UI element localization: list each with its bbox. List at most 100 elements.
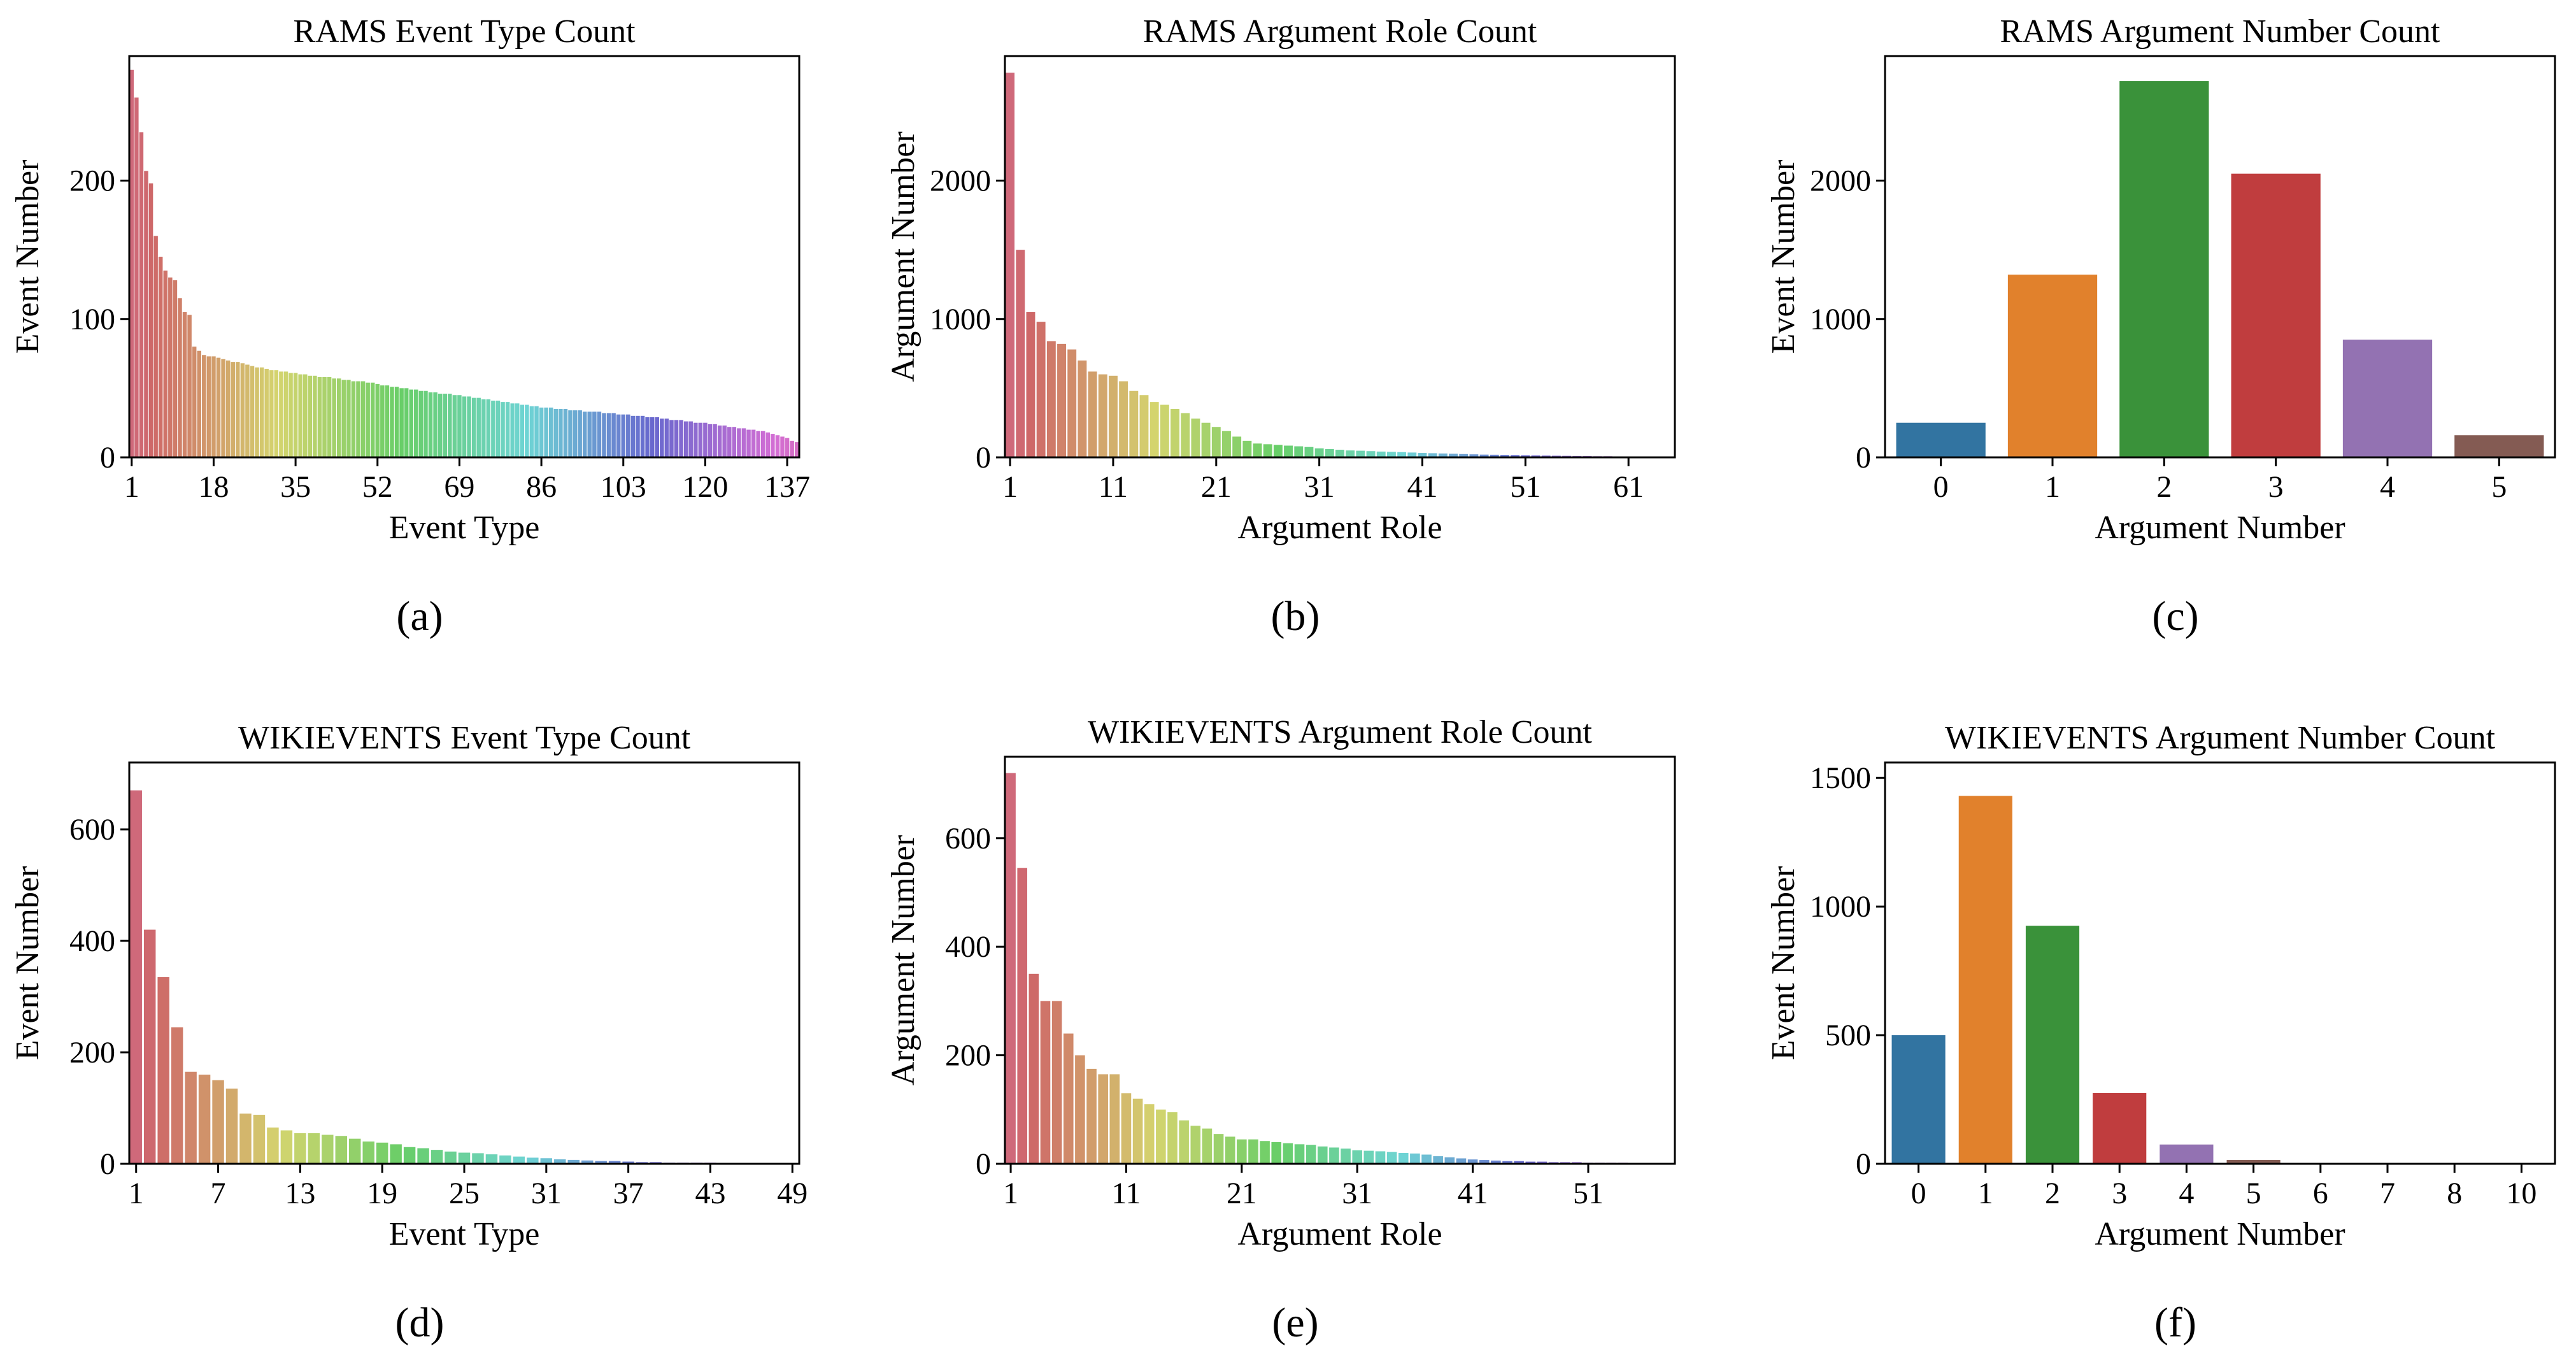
ytick-label-b: 1000 — [930, 303, 991, 336]
bar-a-95 — [582, 412, 587, 457]
xtick-label-c: 2 — [2156, 470, 2172, 504]
bar-a-124 — [722, 426, 727, 457]
xtick-label-f: 3 — [2112, 1177, 2127, 1210]
chart-title-e: WIKIEVENTS Argument Role Count — [1088, 714, 1593, 750]
bar-a-120 — [703, 422, 708, 457]
bar-e-30 — [1341, 1149, 1351, 1164]
bar-a-71 — [467, 396, 471, 457]
bar-a-67 — [448, 394, 452, 457]
bar-e-17 — [1190, 1126, 1201, 1164]
ytick-label-a: 200 — [69, 164, 115, 198]
bar-a-26 — [250, 366, 255, 457]
bar-a-97 — [592, 412, 597, 457]
bar-a-48 — [356, 381, 360, 457]
bar-e-5 — [1051, 1001, 1062, 1164]
bar-a-126 — [732, 427, 737, 457]
bar-e-31 — [1352, 1150, 1363, 1164]
bar-a-37 — [302, 374, 308, 457]
xtick-label-a: 120 — [682, 470, 728, 504]
bar-a-8 — [163, 270, 168, 457]
bar-c-4 — [2342, 340, 2433, 457]
xtick-label-a: 18 — [198, 470, 229, 504]
bar-a-16 — [202, 355, 206, 457]
bar-b-1 — [1006, 73, 1015, 457]
bar-a-63 — [428, 392, 433, 457]
bar-d-6 — [198, 1075, 211, 1164]
bar-a-55 — [390, 387, 394, 457]
bar-b-39 — [1397, 452, 1407, 457]
bar-b-4 — [1036, 322, 1046, 457]
bar-f-0 — [1891, 1035, 1946, 1164]
bar-d-20 — [390, 1144, 402, 1164]
bar-a-109 — [650, 417, 655, 457]
bar-b-45 — [1459, 454, 1469, 457]
bar-e-27 — [1306, 1145, 1316, 1164]
bar-d-31 — [540, 1158, 553, 1164]
bar-e-22 — [1248, 1139, 1258, 1164]
bar-d-9 — [239, 1113, 252, 1164]
bar-a-108 — [645, 417, 650, 457]
bar-a-133 — [765, 432, 771, 457]
bar-a-94 — [578, 410, 582, 457]
xtick-label-b: 21 — [1201, 470, 1232, 504]
xtick-label-e: 31 — [1342, 1177, 1372, 1210]
bar-a-75 — [486, 399, 491, 457]
bar-b-8 — [1078, 360, 1087, 457]
bar-d-14 — [308, 1133, 320, 1164]
bar-a-117 — [688, 421, 693, 457]
bar-a-27 — [255, 367, 259, 457]
bar-b-19 — [1191, 419, 1200, 457]
bar-a-21 — [225, 360, 231, 457]
bar-b-35 — [1356, 450, 1365, 457]
bar-a-23 — [236, 362, 240, 457]
bar-d-30 — [527, 1157, 539, 1164]
bar-a-32 — [279, 371, 283, 457]
bar-a-33 — [283, 371, 288, 457]
ytick-label-f: 1500 — [1810, 761, 1871, 795]
xtick-label-a: 69 — [444, 470, 474, 504]
bar-a-60 — [414, 389, 418, 457]
bar-d-19 — [376, 1142, 388, 1164]
bar-a-78 — [501, 402, 505, 457]
bar-e-21 — [1237, 1139, 1247, 1164]
bar-b-44 — [1449, 454, 1458, 457]
bar-d-7 — [212, 1080, 224, 1164]
bar-e-14 — [1156, 1109, 1166, 1164]
bar-a-139 — [794, 442, 799, 457]
xtick-label-b: 51 — [1510, 470, 1541, 504]
panel-f: 0 500 1000 1500 0 1 2 3 4 5 6 7 8 10 WIKIEVENTS Argume… — [1765, 720, 2556, 1346]
panel-caption-d: (d) — [395, 1299, 445, 1346]
bar-a-56 — [394, 387, 399, 457]
ytick-label-f: 0 — [1856, 1147, 1871, 1181]
bar-e-46 — [1525, 1161, 1536, 1164]
bar-a-43 — [332, 378, 336, 457]
bar-b-38 — [1386, 452, 1396, 457]
bar-d-3 — [157, 977, 169, 1164]
xtick-label-d: 13 — [285, 1177, 315, 1210]
panel-caption-b: (b) — [1271, 593, 1320, 640]
bar-a-53 — [380, 385, 385, 457]
bar-a-102 — [616, 414, 621, 457]
panel-a: 0 100 200 1 18 35 52 69 86 103 120 137 RAMS Event Ty… — [10, 13, 810, 640]
bar-b-16 — [1160, 404, 1169, 457]
bar-a-22 — [231, 362, 235, 457]
bar-e-32 — [1363, 1150, 1374, 1164]
xtick-label-c: 5 — [2491, 470, 2507, 504]
bar-a-66 — [443, 394, 447, 457]
xtick-label-d: 25 — [449, 1177, 480, 1210]
bar-a-89 — [553, 408, 559, 457]
bar-a-88 — [548, 407, 553, 457]
bar-b-49 — [1500, 455, 1509, 457]
xtick-label-d: 7 — [211, 1177, 226, 1210]
bar-a-76 — [491, 400, 495, 457]
bar-b-24 — [1242, 440, 1252, 457]
bar-a-46 — [346, 380, 351, 457]
ytick-label-e: 200 — [945, 1039, 991, 1073]
bar-a-2 — [134, 97, 139, 458]
bar-a-14 — [192, 347, 197, 457]
xtick-label-f: 6 — [2313, 1177, 2328, 1210]
bar-a-93 — [573, 410, 578, 457]
bar-a-104 — [626, 414, 630, 457]
bar-b-46 — [1469, 454, 1479, 457]
